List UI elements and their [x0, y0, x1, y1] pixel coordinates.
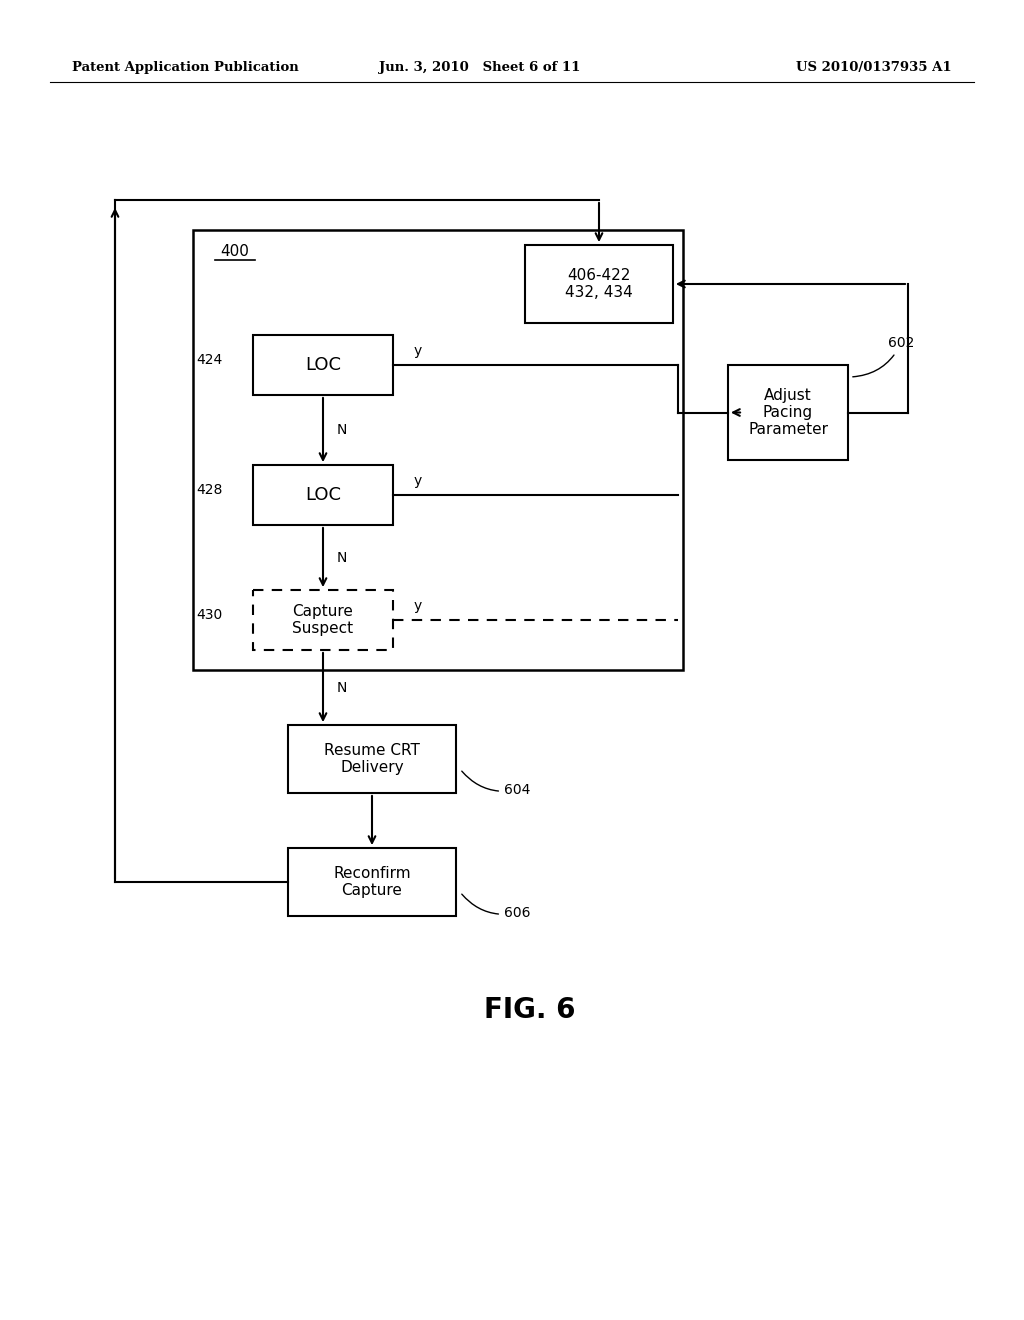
- Text: Reconfirm
Capture: Reconfirm Capture: [333, 866, 411, 898]
- Text: N: N: [337, 681, 347, 694]
- Bar: [525, 246, 673, 323]
- Text: y: y: [414, 474, 422, 488]
- Text: Resume CRT
Delivery: Resume CRT Delivery: [324, 743, 420, 775]
- Text: N: N: [337, 422, 347, 437]
- Text: 602: 602: [853, 337, 914, 376]
- Text: 400: 400: [220, 244, 250, 260]
- Text: 406-422
432, 434: 406-422 432, 434: [565, 268, 633, 300]
- Text: Patent Application Publication: Patent Application Publication: [72, 62, 299, 74]
- Bar: [288, 725, 456, 793]
- Text: y: y: [414, 345, 422, 358]
- Text: y: y: [414, 599, 422, 612]
- Text: LOC: LOC: [305, 356, 341, 374]
- Bar: [193, 230, 683, 671]
- Text: 430: 430: [197, 609, 223, 622]
- Bar: [253, 335, 393, 395]
- Bar: [253, 465, 393, 525]
- Text: N: N: [337, 550, 347, 565]
- Text: Capture
Suspect: Capture Suspect: [293, 603, 353, 636]
- Text: Adjust
Pacing
Parameter: Adjust Pacing Parameter: [748, 388, 828, 437]
- Bar: [288, 847, 456, 916]
- Text: 604: 604: [462, 771, 530, 797]
- Text: FIG. 6: FIG. 6: [484, 997, 575, 1024]
- Bar: [728, 366, 848, 459]
- Text: Jun. 3, 2010   Sheet 6 of 11: Jun. 3, 2010 Sheet 6 of 11: [379, 62, 581, 74]
- Text: LOC: LOC: [305, 486, 341, 504]
- Bar: [253, 590, 393, 649]
- Text: 428: 428: [197, 483, 223, 498]
- Text: 424: 424: [197, 352, 223, 367]
- Text: US 2010/0137935 A1: US 2010/0137935 A1: [797, 62, 952, 74]
- Text: 606: 606: [462, 894, 530, 920]
